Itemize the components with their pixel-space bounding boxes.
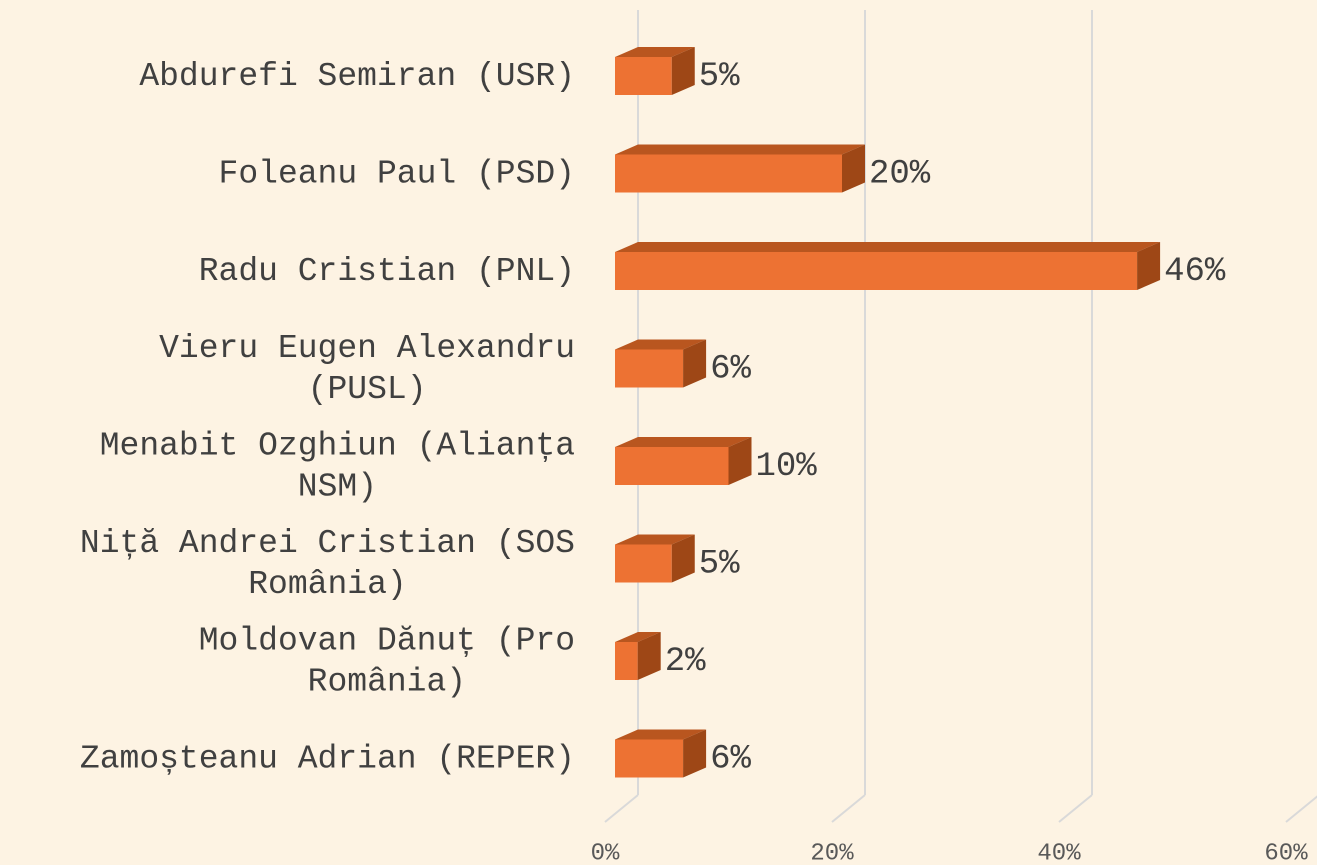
bar-side xyxy=(671,47,695,95)
bar xyxy=(615,349,684,388)
bar xyxy=(615,447,729,485)
bar-side xyxy=(728,437,752,485)
grid-floor xyxy=(831,794,866,823)
y-tick-label: Abdurefi Semiran (USR) xyxy=(139,58,575,95)
bar xyxy=(615,739,684,778)
data-label: 6% xyxy=(710,740,751,778)
bar-side xyxy=(683,339,707,388)
y-tick-label: Radu Cristian (PNL) xyxy=(199,253,575,290)
y-tick-label: Vieru Eugen Alexandru (PUSL) xyxy=(159,330,575,408)
bar-top xyxy=(615,47,695,57)
grid-floor xyxy=(604,794,639,823)
x-tick-label: 60% xyxy=(1264,840,1308,865)
bar xyxy=(615,544,672,583)
bar-side xyxy=(683,729,707,778)
y-tick-label: Niță Andrei Cristian (SOS România) xyxy=(80,525,575,603)
y-tick-label: Menabit Ozghiun (Alianța NSM) xyxy=(100,427,575,505)
data-label: 10% xyxy=(756,448,818,486)
grid-floor xyxy=(1058,794,1093,823)
data-label: 2% xyxy=(665,643,706,681)
bar-top xyxy=(615,534,695,545)
bar-top xyxy=(615,632,661,642)
bar-side xyxy=(842,144,865,193)
y-tick-label: Foleanu Paul (PSD) xyxy=(219,155,575,192)
grid-floor xyxy=(1285,795,1317,823)
bar xyxy=(615,57,672,95)
bar xyxy=(615,252,1138,290)
data-label: 5% xyxy=(699,58,740,96)
bar xyxy=(615,154,842,193)
bar-top xyxy=(615,437,752,447)
bar-top xyxy=(615,339,707,350)
bar-side xyxy=(637,632,661,680)
bar-side xyxy=(1137,242,1161,290)
data-label: 5% xyxy=(699,545,740,583)
x-tick-label: 20% xyxy=(810,840,854,865)
y-tick-label: Zamoșteanu Adrian (REPER) xyxy=(80,740,575,777)
x-tick-label: 40% xyxy=(1037,840,1081,865)
bar-top xyxy=(615,729,707,740)
bar-side xyxy=(671,534,695,583)
y-tick-label: Moldovan Dănuț (Pro România) xyxy=(199,622,575,700)
bar xyxy=(615,642,638,680)
data-label: 46% xyxy=(1164,253,1226,291)
bar-top xyxy=(615,242,1161,252)
x-tick-label: 0% xyxy=(591,840,620,865)
bar-top xyxy=(615,144,865,155)
data-label: 20% xyxy=(869,155,931,193)
data-label: 6% xyxy=(710,350,751,388)
